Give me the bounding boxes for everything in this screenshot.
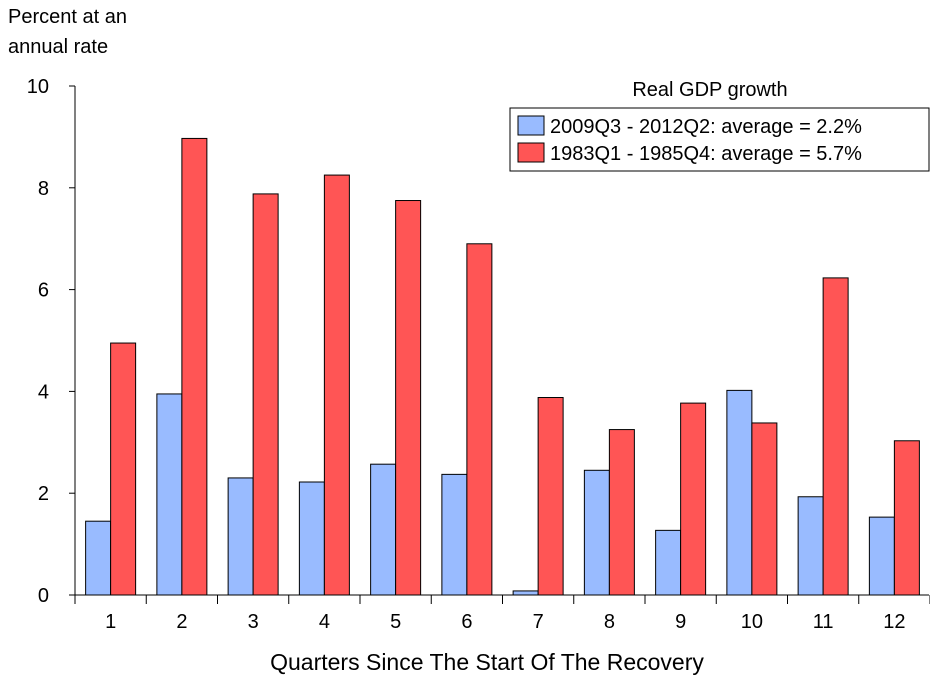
x-tick-label: 2 [176, 611, 187, 633]
bar-series-2-q5 [395, 200, 422, 596]
legend-label: 2009Q3 - 2012Q2: average = 2.2% [550, 116, 862, 138]
legend-box [509, 107, 930, 172]
y-tick-label: 4 [38, 381, 49, 403]
x-tick-label: 5 [390, 611, 401, 633]
bar-series-1-q9 [655, 529, 682, 596]
x-tick-label: 12 [883, 611, 905, 633]
bar-series-2-q8 [608, 429, 635, 596]
x-tick-label: 9 [675, 611, 686, 633]
bar-series-2-q11 [822, 277, 849, 596]
y-tick-label: 8 [38, 178, 49, 200]
bars [85, 137, 920, 596]
bar-series-2-q3 [252, 193, 279, 596]
legend-swatch [517, 115, 545, 136]
bar-series-2-q1 [110, 342, 137, 596]
x-tick-label: 4 [319, 611, 330, 633]
bar-series-2-q10 [751, 422, 778, 596]
x-tick-label: 6 [461, 611, 472, 633]
y-tick-label: 6 [38, 280, 49, 302]
x-tick-label: 1 [105, 611, 116, 633]
bar-series-1-q6 [441, 473, 468, 596]
y-axis-label: Percent at an annual rate [8, 2, 127, 62]
bar-series-1-q2 [156, 393, 183, 596]
bar-series-2-q9 [680, 402, 707, 596]
bar-series-2-q4 [323, 174, 350, 596]
bar-series-1-q7 [512, 590, 539, 596]
bar-series-1-q11 [797, 496, 824, 596]
y-axis-label-line-2: annual rate [8, 36, 109, 58]
bar-series-2-q6 [466, 243, 493, 596]
legend-swatch [517, 142, 545, 163]
bar-series-1-q12 [868, 516, 895, 596]
x-tick-label: 10 [741, 611, 763, 633]
y-tick-label: 0 [38, 585, 49, 607]
bar-series-1-q3 [227, 477, 254, 596]
y-tick-label: 10 [27, 76, 49, 98]
legend-label: 1983Q1 - 1985Q4: average = 5.7% [550, 143, 862, 165]
x-tick-label: 11 [813, 611, 834, 633]
legend-title: Real GDP growth [632, 79, 787, 101]
x-tick-label: 3 [248, 611, 259, 633]
bar-series-2-q7 [537, 397, 564, 596]
y-axis-label-line-1: Percent at an [8, 6, 127, 28]
legend: Real GDP growth 2009Q3 - 2012Q2: average … [509, 79, 930, 172]
x-axis-label: Quarters Since The Start Of The Recovery [270, 649, 704, 675]
y-tick-label: 2 [38, 483, 49, 505]
x-tick-label: 8 [604, 611, 615, 633]
bar-series-1-q10 [726, 389, 753, 596]
bar-series-1-q5 [370, 463, 397, 596]
bar-series-2-q12 [893, 440, 920, 596]
bar-series-2-q2 [181, 137, 208, 596]
bar-series-1-q1 [85, 520, 112, 596]
x-tick-label: 7 [533, 611, 544, 633]
bar-series-1-q8 [583, 469, 610, 596]
bar-series-1-q4 [298, 481, 325, 596]
